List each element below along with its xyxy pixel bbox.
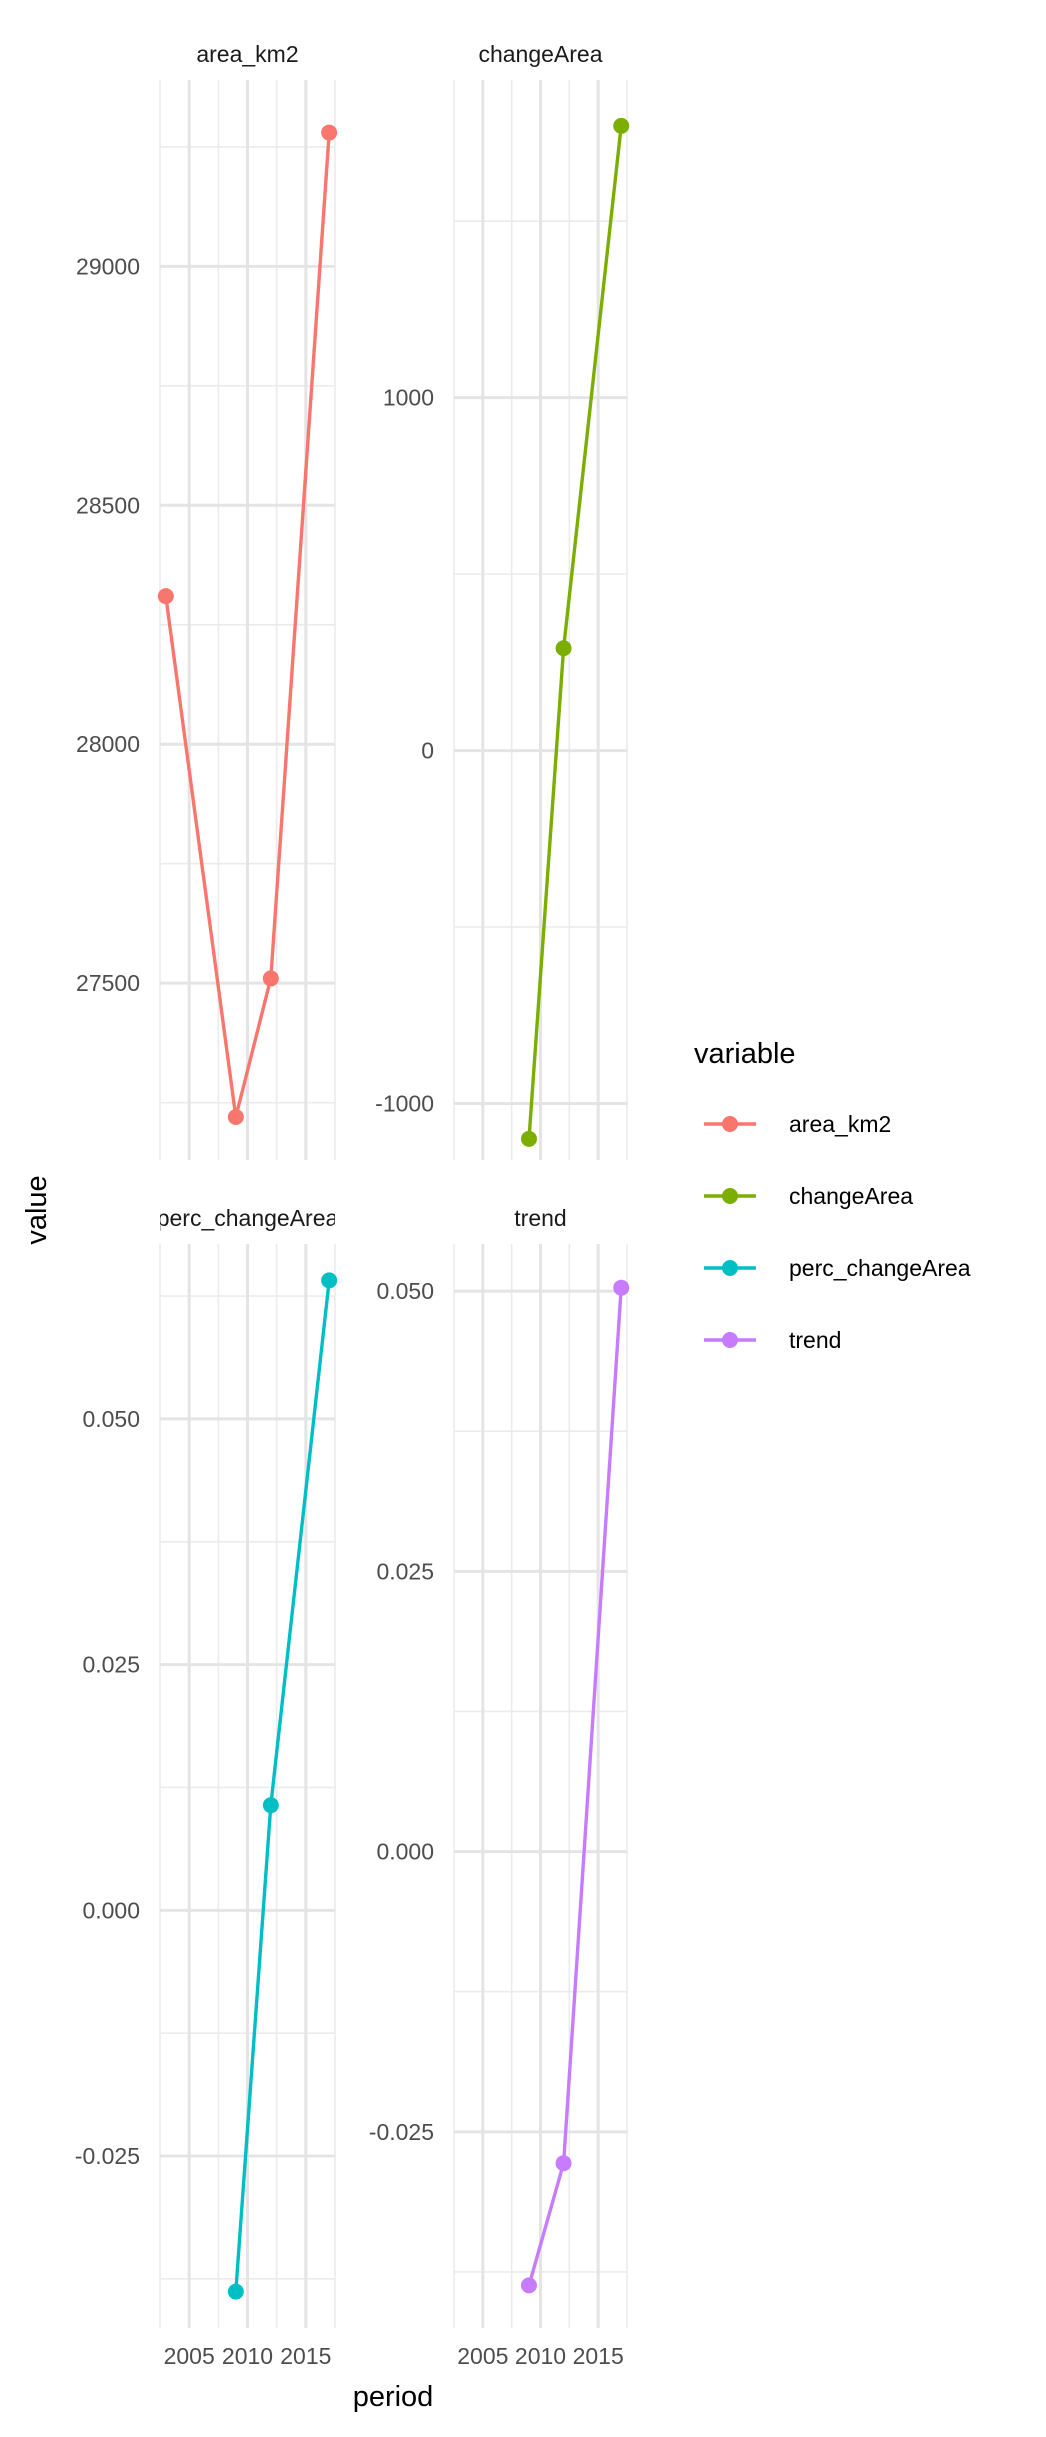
y-tick-label: 0.000 <box>82 1897 140 1923</box>
x-tick-label: 2005 <box>164 2343 215 2369</box>
x-tick-label: 2015 <box>280 2343 331 2369</box>
data-point-trend <box>520 2277 537 2294</box>
panel-title: trend <box>514 1205 566 1231</box>
series-line-area_km2 <box>164 132 331 1119</box>
legend-key-point <box>722 1116 738 1132</box>
y-tick-label: 27500 <box>76 970 140 996</box>
legend-item-area_km2: area_km2 <box>704 1111 891 1137</box>
y-tick-label: -0.025 <box>75 2143 140 2169</box>
y-tick-label: 0.025 <box>82 1652 140 1678</box>
data-point-area_km2 <box>321 124 338 141</box>
legend-item-trend: trend <box>704 1327 841 1353</box>
data-point-changeArea <box>555 640 572 657</box>
panel-title: area_km2 <box>196 41 298 67</box>
y-tick-label: 0.050 <box>376 1278 434 1304</box>
series-line-trend <box>527 1287 623 2286</box>
legend-label: trend <box>789 1327 841 1353</box>
data-point-perc_changeArea <box>321 1272 338 1289</box>
y-tick-label: 0.025 <box>376 1558 434 1584</box>
legend-key-point <box>722 1188 738 1204</box>
legend-label: area_km2 <box>789 1111 891 1137</box>
panel-changeArea: -1000 0 1000 changeArea <box>375 41 630 1160</box>
x-tick-label: 2015 <box>573 2343 624 2369</box>
series-line-perc_changeArea <box>234 1280 331 2292</box>
y-tick-label: 0 <box>421 738 434 764</box>
data-point-trend <box>555 2155 572 2172</box>
y-tick-label: 29000 <box>76 253 140 279</box>
y-tick-label: 28500 <box>76 492 140 518</box>
data-point-perc_changeArea <box>227 2283 244 2300</box>
x-axis-title: period <box>353 2381 434 2413</box>
y-tick-label: 0.000 <box>376 1839 434 1865</box>
legend-item-changeArea: changeArea <box>704 1183 913 1209</box>
y-tick-label: 1000 <box>383 385 434 411</box>
x-tick-label: 2010 <box>222 2343 273 2369</box>
panel-perc_changeArea: -0.025 0.000 0.025 0.050 2005 2010 2015 perc_ch… <box>75 1205 339 2369</box>
data-point-area_km2 <box>262 970 279 987</box>
panel-area_km2: 27500 28000 28500 29000 area_km2 <box>76 41 338 1160</box>
panel-trend: -0.025 0.000 0.025 0.050 2005 2010 2015 trend <box>369 1205 630 2369</box>
legend-title: variable <box>694 1038 796 1070</box>
data-point-area_km2 <box>227 1108 244 1125</box>
legend-item-perc_changeArea: perc_changeArea <box>704 1255 971 1281</box>
legend-label: perc_changeArea <box>789 1255 971 1281</box>
legend-key-point <box>722 1332 738 1348</box>
panel-title: changeArea <box>478 41 602 67</box>
y-tick-label: 0.050 <box>82 1406 140 1432</box>
legend-label: changeArea <box>789 1183 913 1209</box>
data-point-area_km2 <box>157 588 174 605</box>
panel-title: perc_changeArea <box>157 1205 339 1231</box>
y-tick-label: -0.025 <box>369 2119 434 2145</box>
y-tick-label: 28000 <box>76 731 140 757</box>
y-tick-label: -1000 <box>375 1091 434 1117</box>
data-point-trend <box>613 1279 630 1296</box>
data-point-changeArea <box>520 1130 537 1147</box>
legend-key-point <box>722 1260 738 1276</box>
data-point-changeArea <box>613 117 630 134</box>
x-tick-label: 2005 <box>457 2343 508 2369</box>
series-line-changeArea <box>527 125 623 1139</box>
x-tick-label: 2010 <box>515 2343 566 2369</box>
data-point-perc_changeArea <box>262 1797 279 1814</box>
y-axis-title: value <box>21 1175 53 1244</box>
